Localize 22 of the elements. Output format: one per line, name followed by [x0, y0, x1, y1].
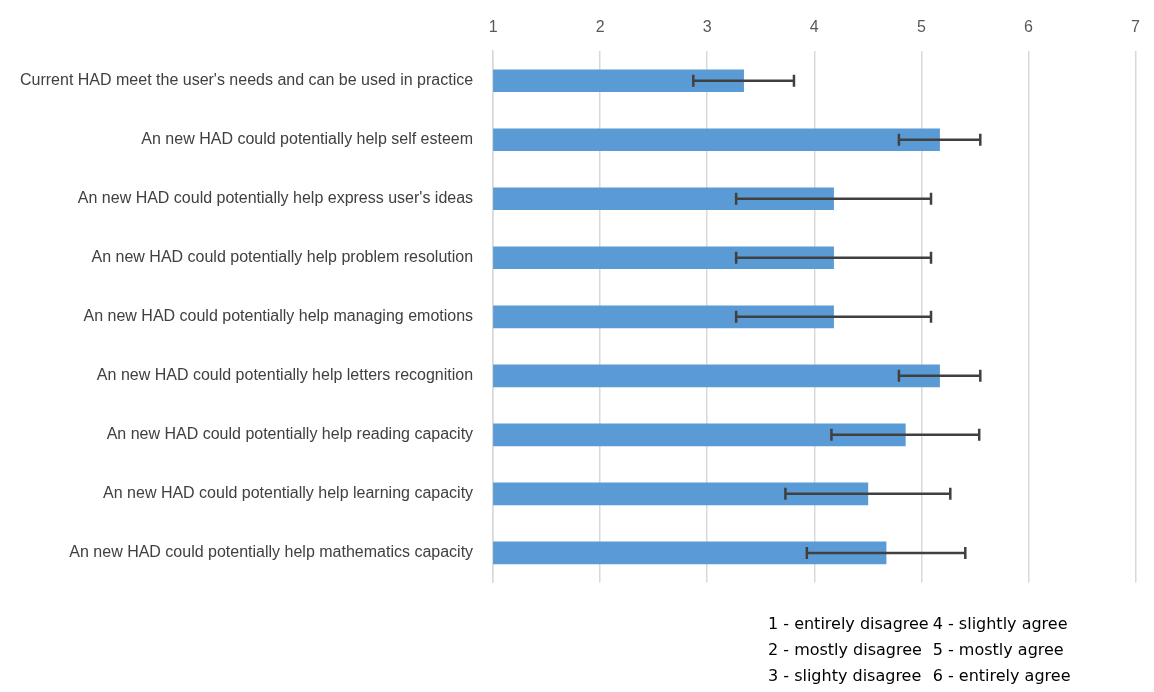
x-tick-label: 7: [1131, 18, 1141, 36]
y-tick-label: An new HAD could potentially help letters recognition: [96, 366, 474, 384]
text: 5 - mostly agree: [932, 640, 1065, 661]
text: 1 - entirely disagree: [768, 614, 929, 635]
x-tick-label: 1: [488, 18, 498, 36]
text: 6 - entirely agree: [932, 666, 1071, 687]
x-tick-label: 2: [595, 18, 605, 36]
y-tick-label: An new HAD could potentially help managing emotions: [83, 307, 474, 325]
x-tick-label: 4: [809, 18, 819, 36]
y-tick-label: Current HAD meet the user's needs and can be used in practice: [20, 71, 474, 89]
y-tick-label: An new HAD could potentially help learning capacity: [103, 484, 474, 502]
y-tick-label: An new HAD could potentially help express user's ideas: [77, 189, 474, 207]
x-tick-label: 5: [916, 18, 926, 36]
y-tick-label: An new HAD could potentially help self esteem: [141, 130, 474, 148]
text: 2 - mostly disagree: [768, 640, 923, 661]
text: 4 - slightly agree: [932, 614, 1069, 635]
x-tick-label: 6: [1024, 18, 1034, 36]
y-tick-label: An new HAD could potentially help problem resolution: [91, 248, 474, 266]
y-tick-label: An new HAD could potentially help mathematics capacity: [69, 543, 474, 561]
text: 3 - slighty disagree: [768, 666, 923, 687]
x-tick-label: 3: [702, 18, 712, 36]
y-tick-label: An new HAD could potentially help reading capacity: [106, 425, 474, 443]
